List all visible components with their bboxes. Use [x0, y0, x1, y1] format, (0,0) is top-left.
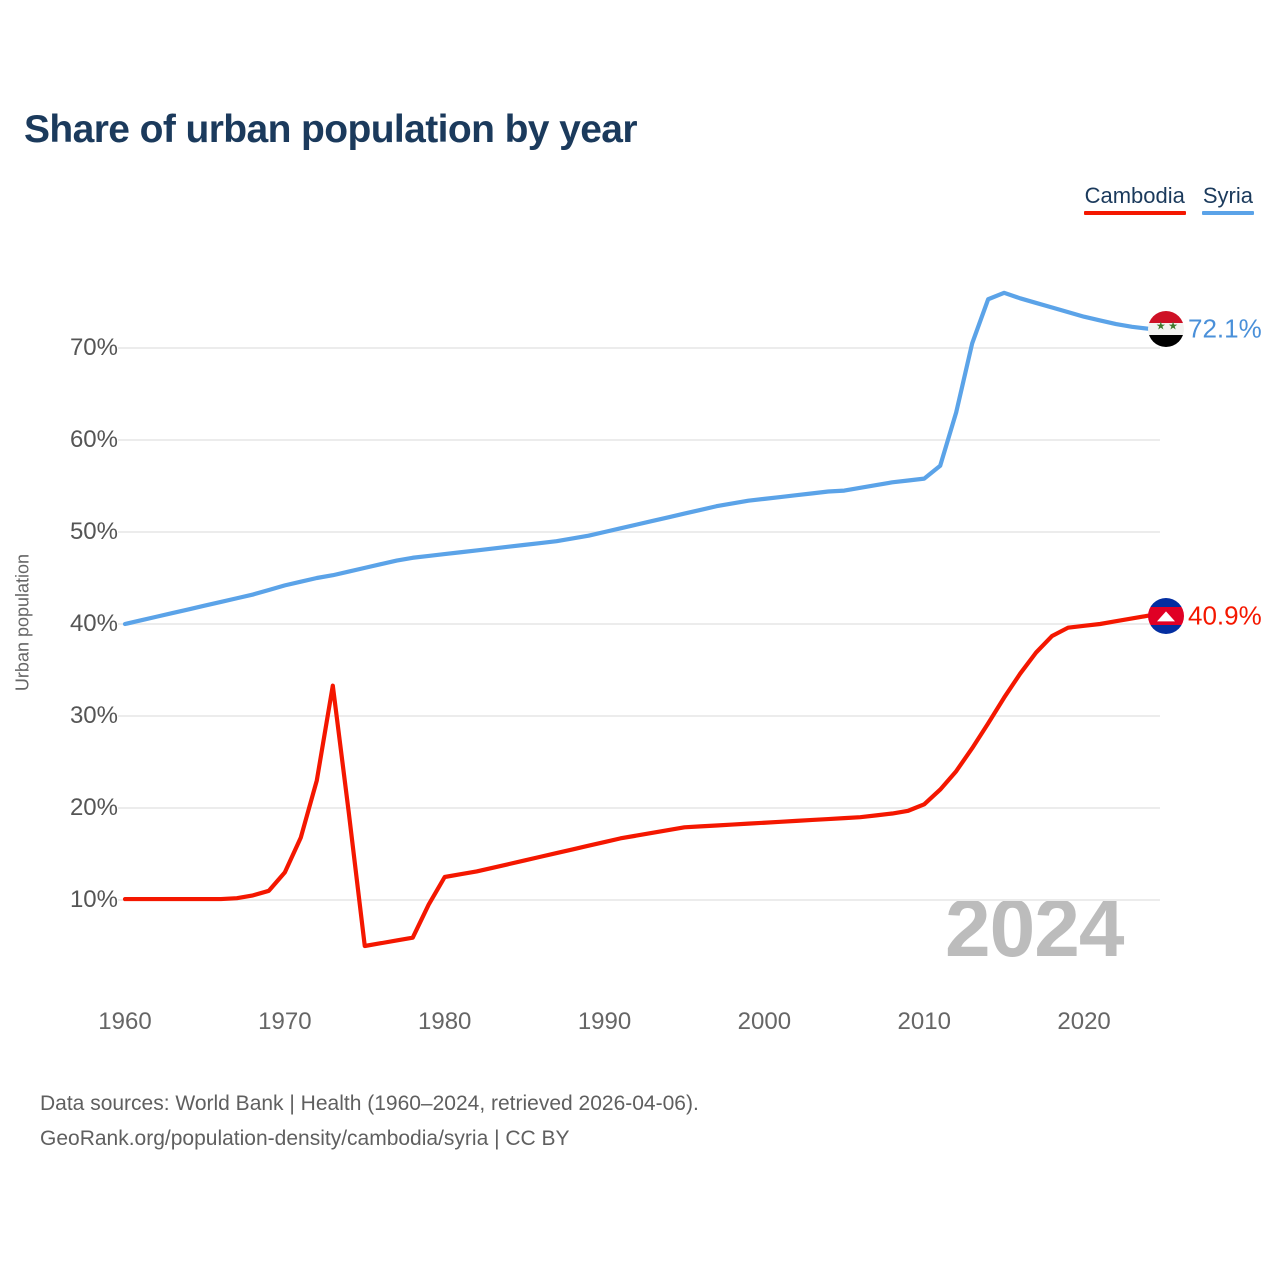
- legend: Cambodia Syria: [1083, 183, 1254, 215]
- footer-data-sources: Data sources: World Bank | Health (1960–…: [40, 1092, 699, 1115]
- y-tick-label: 40%: [69, 610, 118, 637]
- y-tick-label: 20%: [69, 794, 118, 821]
- x-tick-label: 1960: [98, 1008, 152, 1035]
- syria-end-label: 72.1%: [1188, 313, 1262, 344]
- y-tick-label: 10%: [69, 886, 118, 913]
- cambodia-end-label: 40.9%: [1188, 600, 1262, 631]
- x-tick-label: 2020: [1057, 1008, 1111, 1035]
- y-tick-label: 70%: [69, 334, 118, 361]
- legend-rule-syria: [1201, 211, 1254, 215]
- legend-label-cambodia: Cambodia: [1084, 183, 1185, 208]
- series-line-syria: [122, 290, 1151, 627]
- syria-flag-icon: ★ ★: [1148, 310, 1184, 347]
- x-tick-label: 1990: [577, 1008, 632, 1035]
- legend-item-cambodia[interactable]: Cambodia: [1083, 183, 1186, 215]
- year-watermark: 2024: [945, 883, 1124, 974]
- y-tick-label: 60%: [69, 426, 118, 453]
- legend-rule-cambodia: [1083, 211, 1186, 215]
- y-tick-label: 50%: [69, 518, 118, 545]
- page-title: Share of urban population by year: [24, 108, 638, 151]
- legend-item-syria[interactable]: Syria: [1201, 183, 1254, 215]
- x-tick-label: 2010: [897, 1008, 951, 1035]
- x-tick-label: 1980: [417, 1008, 472, 1035]
- x-tick-label: 1970: [258, 1008, 312, 1035]
- legend-label-syria: Syria: [1202, 183, 1253, 208]
- footer-attribution: GeoRank.org/population-density/cambodia/…: [40, 1127, 570, 1150]
- cambodia-flag-icon: [1148, 597, 1184, 634]
- y-tick-label: 30%: [69, 702, 118, 729]
- x-tick-label: 2000: [737, 1008, 792, 1035]
